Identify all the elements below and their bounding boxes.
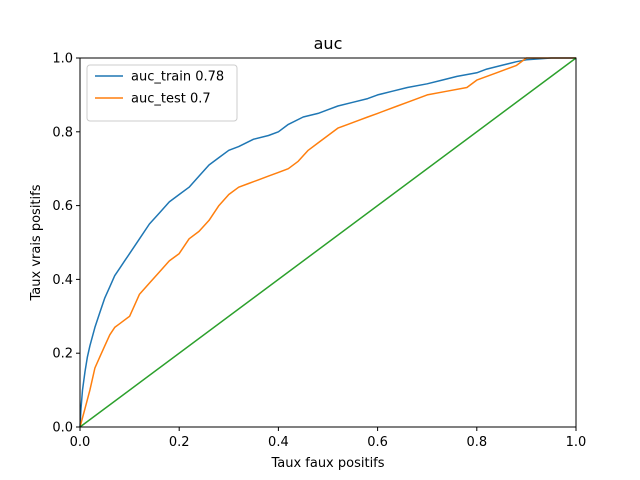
- legend-box: [86, 64, 238, 122]
- plot-frame: [79, 57, 577, 428]
- series-line-2: [79, 57, 577, 428]
- legend-label: auc_test 0.7: [131, 92, 211, 107]
- y-tick-label: 0.8: [52, 125, 73, 140]
- y-axis-title: Taux vrais positifs: [29, 184, 44, 301]
- x-tick-label: 0.0: [70, 435, 91, 450]
- series-layer: [79, 57, 577, 428]
- x-tick-label: 0.4: [268, 435, 289, 450]
- x-tick-label: 0.6: [367, 435, 388, 450]
- y-tick-label: 0.0: [52, 421, 73, 436]
- x-axis-title: Taux faux positifs: [270, 456, 384, 471]
- y-tick-label: 0.6: [52, 199, 73, 214]
- y-tick-label: 0.4: [52, 273, 73, 288]
- series-line-1: [79, 57, 576, 428]
- legend-label: auc_train 0.78: [131, 70, 224, 85]
- chart-title: auc: [314, 34, 343, 53]
- x-axis: 0.0 0.2 0.4 0.6 0.8 1.0: [70, 427, 587, 450]
- x-tick-label: 1.0: [566, 435, 587, 450]
- x-tick-label: 0.8: [466, 435, 487, 450]
- x-tick-label: 0.2: [169, 435, 190, 450]
- legend: auc_train 0.78 auc_test 0.7: [86, 64, 238, 122]
- y-tick-label: 1.0: [52, 52, 73, 67]
- y-tick-label: 0.2: [52, 347, 73, 362]
- series-line-0: [79, 57, 576, 428]
- y-axis: 0.0 0.2 0.4 0.6 0.8 1.0: [52, 52, 80, 436]
